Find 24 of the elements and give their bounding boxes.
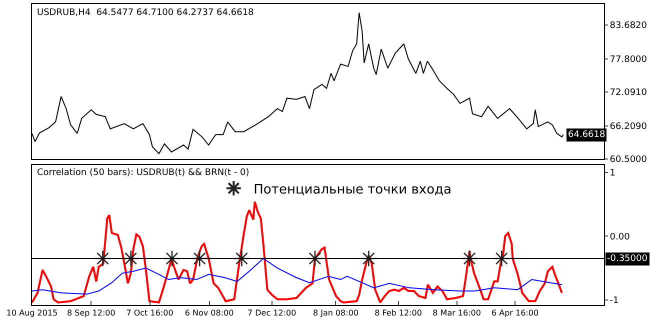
y-tick-label: 83.6820 <box>610 21 648 32</box>
ref-line-label: -0.35000 <box>607 254 648 264</box>
x-tick-label: 8 Sep 12:00 <box>67 308 116 318</box>
x-tick-label: 7 Oct 16:00 <box>126 308 174 318</box>
y-tick-label: 0.00 <box>610 232 630 242</box>
line-series <box>32 200 563 304</box>
x-tick-label: 6 Nov 08:00 <box>184 308 234 318</box>
y-tick-label: 77.8000 <box>610 55 648 66</box>
x-tick-label: 8 Mar 16:00 <box>432 308 481 318</box>
y-tick-label: 1 <box>610 168 616 179</box>
x-tick-label: 10 Aug 2015 <box>6 308 58 318</box>
line-series <box>32 258 562 295</box>
y-tick-label: 72.0910 <box>610 88 648 98</box>
x-tick-label: 8 Jan 08:00 <box>312 308 359 318</box>
x-tick-label: 7 Dec 12:00 <box>247 308 296 318</box>
y-tick-label: 60.5000 <box>610 155 648 166</box>
x-tick-label: 6 Apr 16:00 <box>491 308 539 318</box>
y-tick-label: -1 <box>610 296 619 306</box>
chart-title: Correlation (50 bars): USDRUB(t) && BRN(t - 0) <box>37 168 250 178</box>
legend-label: Потенциальные точки входа <box>254 182 452 198</box>
text: USDRUB,H4 64.5477 64.7100 64.2737 64.6618 <box>37 8 254 18</box>
y-tick-label: 66.2090 <box>610 122 648 132</box>
annotation: 64.6618 <box>568 130 606 140</box>
x-tick-label: 8 Feb 12:00 <box>374 308 422 318</box>
